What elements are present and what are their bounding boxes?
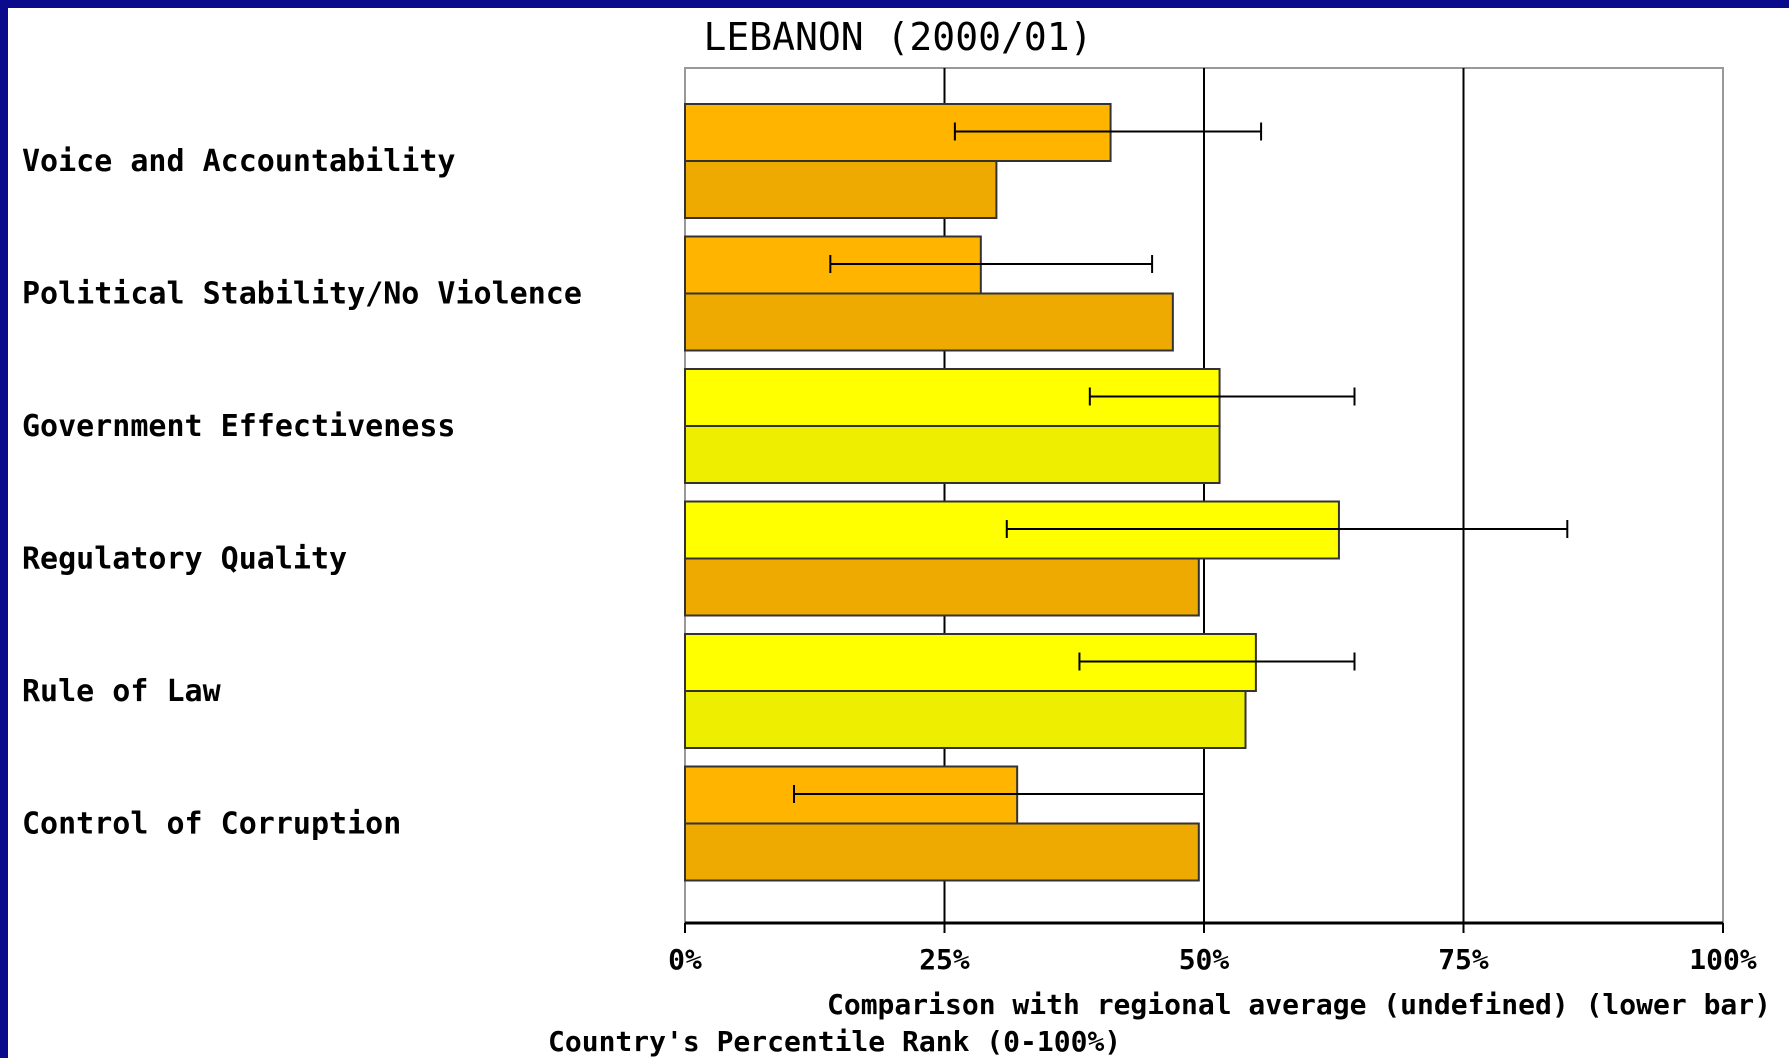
regional-bar <box>684 822 1200 882</box>
x-tick-label: 75% <box>1438 943 1489 976</box>
regional-bar <box>684 557 1200 617</box>
category-label: Control of Corruption <box>22 807 401 842</box>
regional-bar <box>684 425 1221 484</box>
category-label: Voice and Accountability <box>22 144 455 179</box>
category-label: Government Effectiveness <box>22 409 455 444</box>
chart-frame: LEBANON (2000/01) 0% 25% 50% 75% 100% Voice a… <box>8 8 1789 1058</box>
x-tick-label: 100% <box>1689 943 1757 976</box>
category-label: Rule of Law <box>22 674 222 709</box>
x-tick-label: 50% <box>1179 943 1230 976</box>
regional-bar <box>684 160 998 219</box>
x-tick-label: 25% <box>919 943 970 976</box>
regional-bar <box>684 690 1247 749</box>
x-axis-caption-line1: Comparison with regional average (undefi… <box>827 988 1771 1021</box>
category-label: Political Stability/No Violence <box>22 277 582 312</box>
category-label: Regulatory Quality <box>22 542 347 577</box>
chart-title: LEBANON (2000/01) <box>704 15 1093 59</box>
chart-svg: LEBANON (2000/01) 0% 25% 50% 75% 100% Voice a… <box>22 15 1771 1058</box>
x-tick-label: 0% <box>668 943 702 976</box>
plot-area: 0% 25% 50% 75% 100% Voice and Accountability P… <box>22 67 1757 976</box>
x-axis-caption-line2: Country's Percentile Rank (0-100%) <box>548 1025 1121 1058</box>
regional-bar <box>684 292 1174 352</box>
